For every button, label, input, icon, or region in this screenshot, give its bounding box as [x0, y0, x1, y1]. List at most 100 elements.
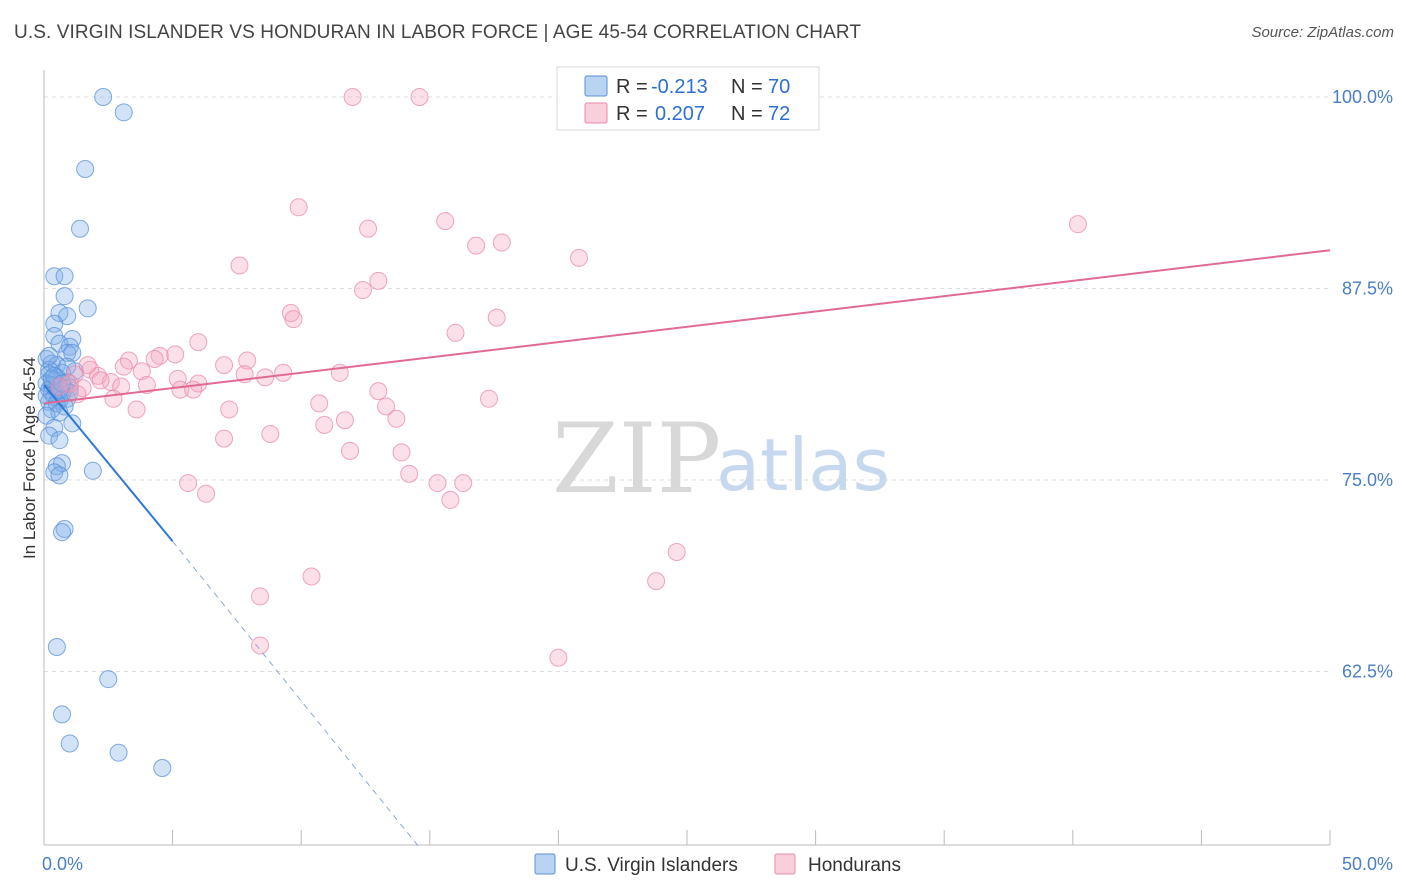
- point-hondurans: [387, 409, 406, 428]
- point-virgin-islanders: [45, 267, 64, 286]
- point-hondurans: [189, 333, 208, 352]
- point-virgin-islanders: [71, 219, 90, 238]
- point-hondurans: [454, 474, 473, 493]
- point-hondurans: [127, 400, 146, 419]
- point-hondurans: [335, 411, 354, 430]
- point-virgin-islanders: [153, 759, 172, 778]
- legend-r-value: -0.213: [651, 76, 708, 98]
- point-virgin-islanders: [63, 414, 82, 433]
- point-hondurans: [428, 474, 447, 493]
- point-hondurans: [647, 572, 666, 591]
- legend-n-value: 72: [768, 103, 790, 125]
- point-hondurans: [150, 346, 169, 365]
- point-hondurans: [479, 389, 498, 408]
- series-legend-swatch-hondurans: [774, 853, 796, 875]
- chart-title: U.S. VIRGIN ISLANDER VS HONDURAN IN LABO…: [14, 22, 862, 43]
- point-hondurans: [251, 636, 270, 655]
- point-hondurans: [492, 233, 511, 252]
- point-virgin-islanders: [94, 88, 113, 106]
- point-hondurans: [50, 377, 69, 396]
- point-virgin-islanders: [63, 343, 82, 362]
- point-hondurans: [78, 356, 97, 375]
- point-hondurans: [197, 484, 216, 503]
- point-hondurans: [400, 464, 419, 483]
- point-hondurans: [238, 351, 257, 370]
- point-virgin-islanders: [78, 299, 97, 318]
- point-hondurans: [315, 415, 334, 434]
- point-hondurans: [369, 382, 388, 401]
- point-hondurans: [114, 357, 133, 376]
- point-hondurans: [392, 443, 411, 462]
- trendline-virgin-islanders: [43, 384, 174, 542]
- point-virgin-islanders: [53, 523, 72, 542]
- legend-n-label: N =: [731, 103, 763, 125]
- trendline-hondurans: [43, 249, 1331, 405]
- point-hondurans: [310, 394, 329, 413]
- point-hondurans: [132, 362, 151, 381]
- legend-n-value: 70: [768, 76, 790, 98]
- point-virgin-islanders: [58, 343, 77, 362]
- point-hondurans: [215, 429, 234, 448]
- point-hondurans: [359, 219, 378, 238]
- point-hondurans: [179, 474, 198, 493]
- point-virgin-islanders: [40, 426, 59, 445]
- point-virgin-islanders: [55, 520, 74, 539]
- point-hondurans: [284, 310, 303, 329]
- y-tick-label: 87.5%: [1342, 279, 1393, 299]
- point-virgin-islanders: [50, 466, 69, 485]
- point-virgin-islanders: [76, 160, 95, 179]
- point-hondurans: [353, 281, 372, 300]
- legend-swatch-hondurans: [584, 102, 608, 124]
- point-hondurans: [166, 345, 185, 364]
- watermark-zip: ZIP: [552, 403, 721, 515]
- point-hondurans: [467, 236, 486, 255]
- y-axis-label: In Labor Force | Age 45-54: [20, 357, 39, 559]
- point-hondurans: [569, 248, 588, 267]
- point-hondurans: [137, 376, 156, 395]
- point-virgin-islanders: [50, 431, 69, 450]
- watermark: ZIP atlas: [552, 403, 890, 515]
- point-hondurans: [1068, 215, 1087, 234]
- correlation-legend: R = -0.213 N = 70 R = 0.207 N = 72: [556, 66, 820, 131]
- point-hondurans: [261, 425, 280, 444]
- point-virgin-islanders: [53, 374, 72, 393]
- point-hondurans: [667, 543, 686, 562]
- point-virgin-islanders: [40, 346, 59, 365]
- point-hondurans: [215, 356, 234, 375]
- point-hondurans: [251, 587, 270, 606]
- x-tick-label: 50.0%: [1342, 854, 1393, 874]
- point-virgin-islanders: [50, 334, 69, 353]
- gridlines: [44, 96, 1330, 672]
- point-virgin-islanders: [45, 463, 64, 482]
- legend-r-label: R =: [616, 103, 648, 125]
- point-virgin-islanders: [53, 705, 72, 724]
- watermark-atlas: atlas: [716, 423, 890, 507]
- y-tick-label: 62.5%: [1342, 662, 1393, 682]
- point-hondurans: [220, 400, 239, 419]
- point-hondurans: [119, 351, 138, 370]
- y-tick-label: 100.0%: [1332, 87, 1393, 107]
- series-legend: U.S. Virgin Islanders Hondurans: [534, 853, 901, 876]
- point-hondurans: [487, 308, 506, 327]
- series-legend-swatch-virgin-islanders: [534, 853, 556, 875]
- point-hondurans: [171, 380, 190, 399]
- point-virgin-islanders: [55, 267, 74, 286]
- point-virgin-islanders: [45, 366, 64, 385]
- series-legend-label-virgin-islanders: U.S. Virgin Islanders: [565, 855, 738, 876]
- point-hondurans: [145, 349, 164, 368]
- point-hondurans: [289, 198, 308, 217]
- point-hondurans: [436, 212, 455, 231]
- tick-labels: 100.0% 87.5% 75.0% 62.5% 0.0% 50.0%: [42, 87, 1393, 874]
- point-virgin-islanders: [47, 637, 66, 656]
- point-virgin-islanders: [60, 734, 79, 753]
- point-hondurans: [65, 365, 84, 384]
- y-tick-label: 75.0%: [1342, 470, 1393, 490]
- point-hondurans: [446, 323, 465, 342]
- x-tick-label: 0.0%: [42, 854, 83, 874]
- legend-n-label: N =: [731, 76, 763, 98]
- point-hondurans: [184, 380, 203, 399]
- trend-lines: [43, 249, 1331, 848]
- point-hondurans: [369, 271, 388, 290]
- point-virgin-islanders: [114, 103, 133, 122]
- point-hondurans: [341, 441, 360, 460]
